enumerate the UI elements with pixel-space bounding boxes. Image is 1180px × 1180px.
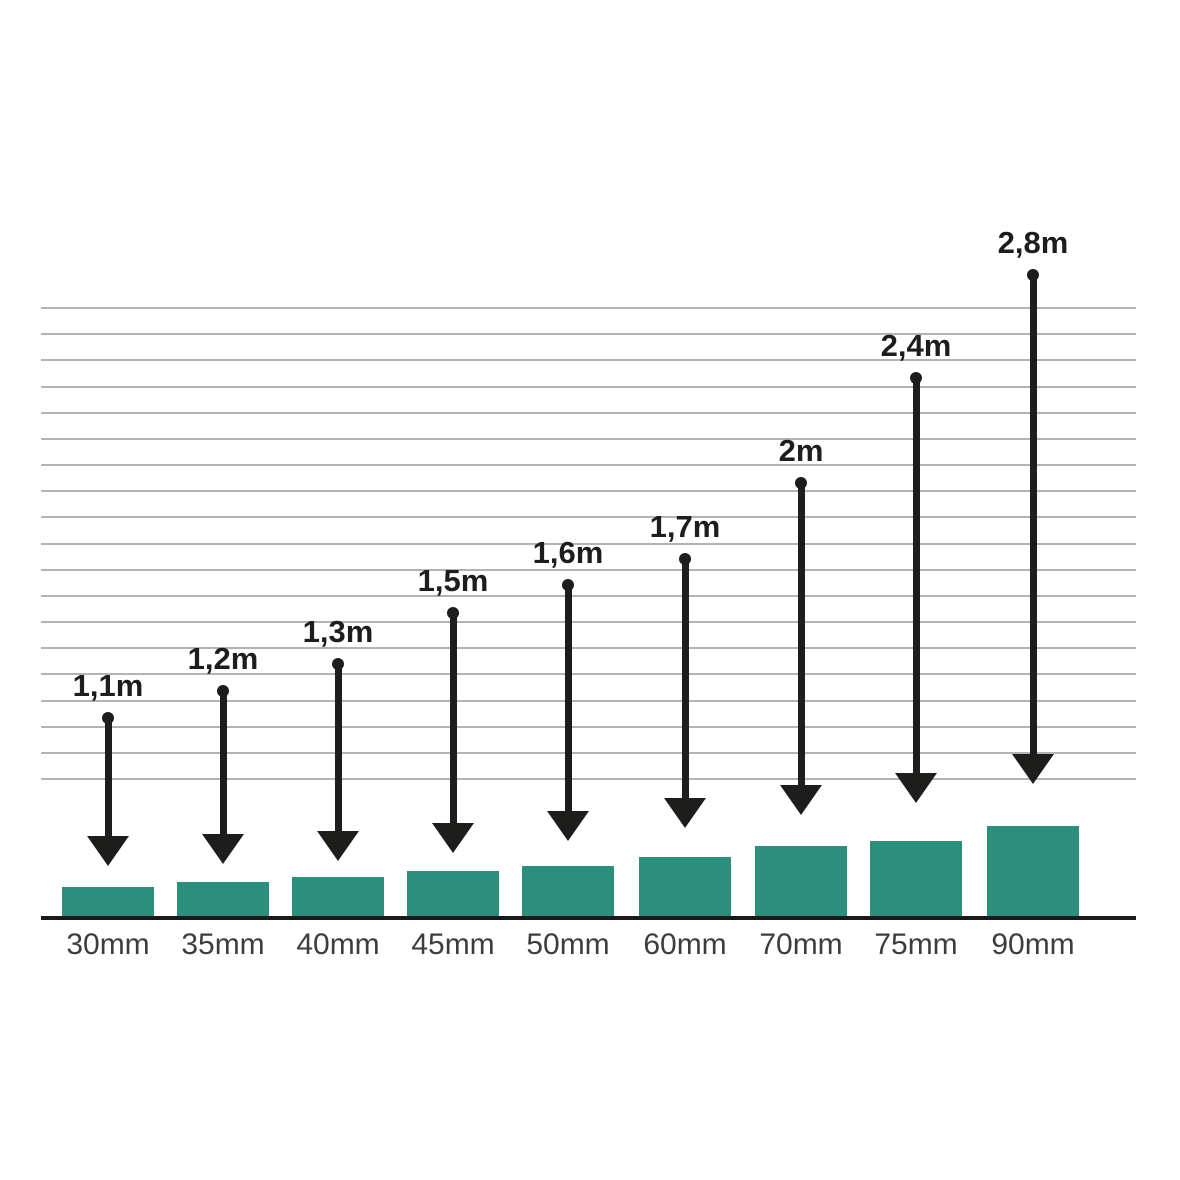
- bar-75mm: [870, 841, 962, 916]
- arrow-head-down-icon: [87, 836, 129, 866]
- x-axis-line: [41, 916, 1136, 920]
- x-tick-label: 40mm: [296, 928, 380, 961]
- gridline: [41, 543, 1136, 545]
- arrow-shaft: [564, 585, 572, 815]
- arrow-head-down-icon: [202, 834, 244, 864]
- arrow-value-label: 2m: [778, 433, 824, 468]
- arrow-value-label: 2,8m: [997, 225, 1069, 260]
- x-tick-label: 75mm: [874, 928, 958, 961]
- gridline: [41, 700, 1136, 702]
- x-tick-label: 45mm: [411, 928, 495, 961]
- gridline: [41, 621, 1136, 623]
- bar-50mm: [522, 866, 614, 916]
- gridline: [41, 569, 1136, 571]
- gridline: [41, 438, 1136, 440]
- arrow-shaft: [797, 483, 805, 789]
- gridline: [41, 386, 1136, 388]
- arrow-value-label: 1,5m: [417, 563, 489, 598]
- bar-60mm: [639, 857, 731, 916]
- arrow-head-down-icon: [547, 811, 589, 841]
- x-tick-label: 90mm: [991, 928, 1075, 961]
- gridline: [41, 516, 1136, 518]
- arrow-shaft: [681, 559, 689, 802]
- arrow-value-label: 1,2m: [187, 641, 259, 676]
- x-tick-label: 70mm: [759, 928, 843, 961]
- arrow-shaft: [449, 613, 457, 827]
- gridline: [41, 490, 1136, 492]
- gridline: [41, 647, 1136, 649]
- gridline: [41, 412, 1136, 414]
- arrow-head-down-icon: [895, 773, 937, 803]
- x-tick-label: 60mm: [643, 928, 727, 961]
- arrow-shaft: [1029, 275, 1037, 758]
- arrow-head-down-icon: [1012, 754, 1054, 784]
- bar-30mm: [62, 887, 154, 916]
- gridline: [41, 333, 1136, 335]
- bar-70mm: [755, 846, 847, 916]
- gridline: [41, 778, 1136, 780]
- x-tick-label: 30mm: [66, 928, 150, 961]
- arrow-head-down-icon: [780, 785, 822, 815]
- gridline: [41, 359, 1136, 361]
- arrow-shaft: [334, 664, 342, 835]
- arrow-value-label: 1,6m: [532, 535, 604, 570]
- arrow-head-down-icon: [317, 831, 359, 861]
- arrow-head-down-icon: [664, 798, 706, 828]
- x-tick-label: 50mm: [526, 928, 610, 961]
- arrow-value-label: 1,1m: [72, 668, 144, 703]
- arrow-shaft: [104, 718, 112, 840]
- arrow-value-label: 2,4m: [880, 328, 952, 363]
- arrow-shaft: [219, 691, 227, 838]
- gridline: [41, 726, 1136, 728]
- arrow-shaft: [912, 378, 920, 777]
- arrow-value-label: 1,3m: [302, 614, 374, 649]
- gridline: [41, 307, 1136, 309]
- bar-45mm: [407, 871, 499, 916]
- bar-90mm: [987, 826, 1079, 916]
- gridline: [41, 595, 1136, 597]
- bar-40mm: [292, 877, 384, 916]
- gridline: [41, 673, 1136, 675]
- x-tick-label: 35mm: [181, 928, 265, 961]
- arrow-value-label: 1,7m: [649, 509, 721, 544]
- bar-35mm: [177, 882, 269, 916]
- arrow-head-down-icon: [432, 823, 474, 853]
- gridline: [41, 464, 1136, 466]
- gridline: [41, 752, 1136, 754]
